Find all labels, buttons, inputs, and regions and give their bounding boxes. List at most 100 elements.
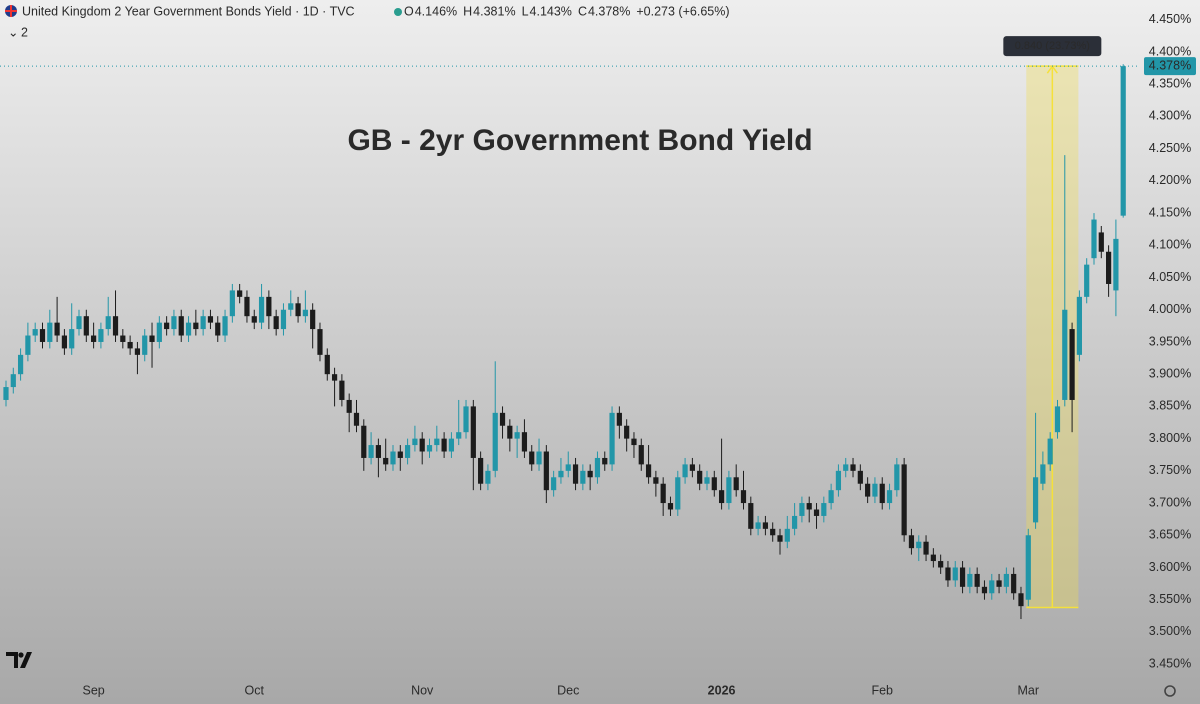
x-tick-label: Sep [82,683,104,697]
candle-body [718,490,725,504]
logo [6,652,32,668]
candle-body [353,412,360,426]
candle-body [339,380,345,400]
y-tick-label: 3.700% [1149,495,1191,509]
y-tick-label: 4.400% [1149,44,1191,58]
candle-body [981,586,988,594]
candle-body [412,438,418,446]
candle-body [39,329,46,342]
candle-body [908,535,915,549]
y-tick-label: 3.800% [1149,431,1191,445]
candle-body [397,451,403,458]
market-status [394,8,402,16]
candle-body [1025,535,1031,600]
y-tick-label: 4.250% [1149,141,1191,155]
candle-body [448,438,455,452]
candle-body [967,573,973,587]
candle-body [1011,573,1017,594]
candle-body [697,470,703,484]
candle-body [945,567,951,581]
tradingview-logo [6,652,32,668]
candle-body [317,329,323,355]
x-tick-label: Dec [557,683,579,697]
candle-body [974,573,980,587]
candle-body [514,432,520,439]
candle-body [587,470,593,478]
settings-icon[interactable] [1164,685,1176,697]
candle-body [463,406,469,433]
candle-body [777,535,783,542]
candle-body [193,322,199,330]
symbol-title: United Kingdom 2 Year Government Bonds Y… [22,4,355,18]
candle-body [989,580,995,594]
candle-body [1113,238,1119,291]
candle-body [383,457,389,465]
candle-body [105,316,111,330]
collapse-icon[interactable]: ⌄ [8,25,18,39]
ohlc-value: 4.143% [530,4,572,18]
candle-body [645,464,652,478]
candle-body [237,290,243,297]
y-tick-label: 3.950% [1149,334,1191,348]
candle-body [726,477,732,504]
candle-body [156,322,162,342]
ohlc-legend: O 4.146% H 4.381% L 4.143% C 4.378% +0.273 (+6.6… [404,4,730,18]
candle-body [346,399,352,413]
logo-dot [18,652,24,658]
candle-body [426,445,433,452]
y-tick-label: 3.650% [1149,528,1191,542]
candle-body [704,477,710,484]
candle-body [660,483,666,504]
candle-body [594,457,601,478]
y-tick-label: 3.600% [1149,560,1191,574]
flag-cross [5,5,17,17]
ohlc-value: 4.381% [473,4,515,18]
measure-label-box [1003,36,1102,57]
candle-body [288,303,294,310]
candle-body [361,425,367,458]
y-tick-label: 4.350% [1149,77,1191,91]
candle-body [331,374,338,381]
candle-body [711,477,717,491]
candle-body [127,341,133,349]
candle-body [886,490,893,504]
y-tick-label: 4.300% [1149,109,1191,123]
candle-body [784,528,790,542]
candle-body [952,567,958,581]
candle-body [938,561,944,568]
candle-body [1091,219,1097,259]
candle-body [222,316,228,336]
candle-body [149,335,155,342]
candle-body [792,515,798,529]
candle-body [69,329,75,349]
candle-body [565,464,571,471]
y-tick-label: 4.200% [1149,173,1191,187]
ohlc-key: C [578,4,587,18]
candle-body [667,503,674,510]
candle-body [894,464,900,491]
candle-body [1062,309,1068,400]
candle-body [865,483,871,497]
last-price-label: 4.378% [1149,58,1191,72]
candle-body [507,425,513,439]
candle-body [91,335,97,342]
candle-body [10,374,16,388]
candle-body [1054,406,1061,433]
candle-body [499,412,506,426]
ohlc-key: H [463,4,472,18]
candle-body [543,451,549,491]
candle-body [273,316,279,330]
candle-body [580,470,586,484]
indicator-count[interactable]: 2 [21,25,28,39]
ohlc-key: L [522,4,529,18]
candle-body [536,451,542,465]
candle-body [207,316,214,323]
candle-body [609,412,615,465]
candle-body [3,387,9,400]
y-tick-label: 3.550% [1149,592,1191,606]
x-tick-label: Feb [871,683,893,697]
candle-body [602,457,608,465]
candle-body [806,503,812,510]
candle-body [244,296,250,317]
